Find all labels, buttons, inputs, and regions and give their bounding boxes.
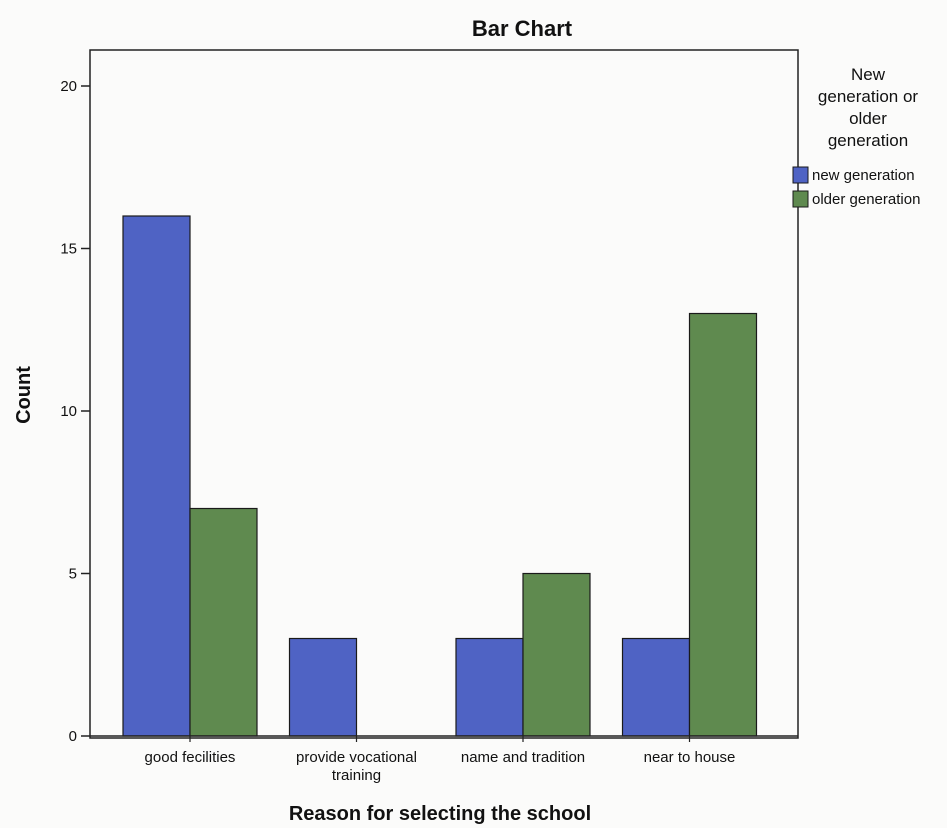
bars-group — [122, 215, 758, 737]
x-axis: good fecilities provide vocational trainin… — [145, 736, 736, 784]
x-tick-label-2: name and tradition — [461, 749, 585, 766]
bar-new-3 — [621, 637, 691, 737]
bar-older-3 — [688, 312, 758, 737]
bar-new-2 — [455, 637, 524, 737]
y-tick-label-15: 15 — [60, 241, 77, 258]
legend-label-0: new generation — [812, 167, 915, 184]
legend-swatch-1 — [792, 190, 809, 208]
bar-new-1 — [288, 637, 358, 737]
legend-swatch-0 — [792, 166, 809, 184]
bar-new-0 — [122, 215, 191, 737]
y-axis-label: Count — [13, 366, 35, 424]
legend-label-1: older generation — [812, 191, 920, 208]
x-tick-label-3: near to house — [644, 749, 736, 766]
plot-frame — [89, 49, 799, 739]
bar-older-2 — [522, 572, 591, 737]
x-tick-label-1: provide vocational training — [296, 749, 417, 784]
y-tick-label-5: 5 — [69, 566, 77, 583]
bar-older-0 — [189, 507, 258, 737]
legend: New generation or older generation new gener… — [792, 65, 920, 208]
y-tick-label-0: 0 — [69, 728, 77, 745]
legend-title: New generation or older generation — [818, 65, 919, 150]
y-tick-label-20: 20 — [60, 78, 77, 95]
y-axis: 0 5 10 15 20 — [60, 78, 798, 745]
x-tick-label-0: good fecilities — [145, 749, 236, 766]
x-axis-label: Reason for selecting the school — [289, 803, 591, 825]
chart-title: Bar Chart — [472, 16, 573, 41]
y-tick-label-10: 10 — [60, 403, 77, 420]
